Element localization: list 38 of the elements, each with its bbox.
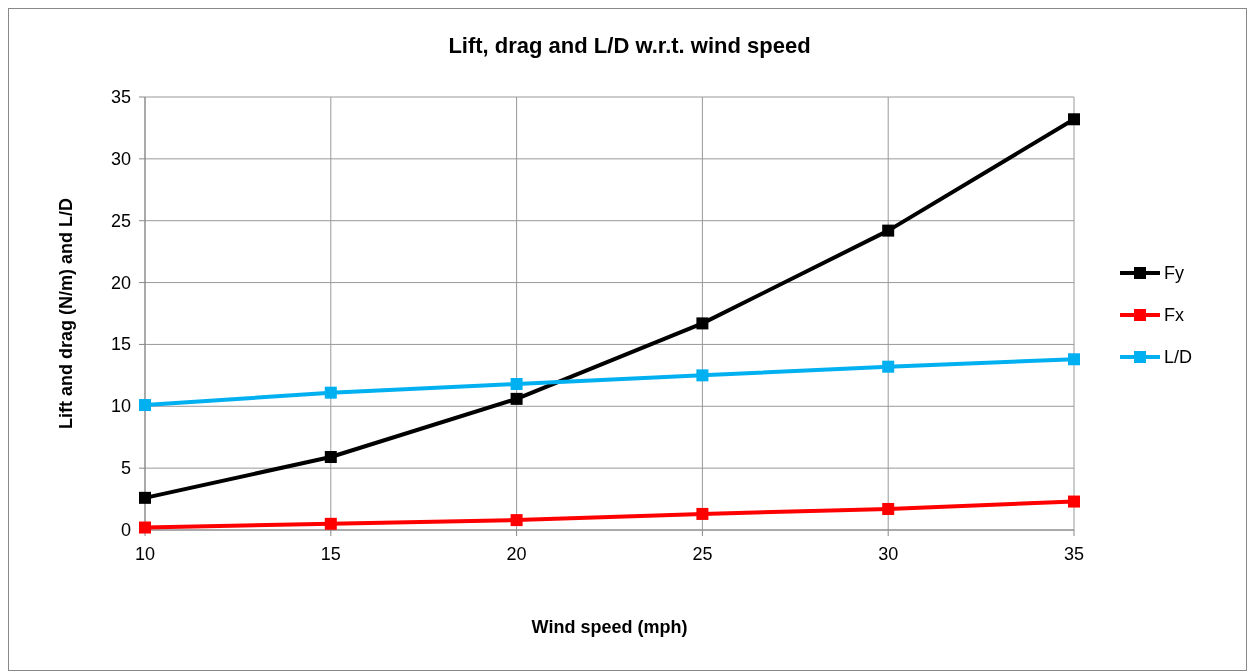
- point: [324, 386, 337, 399]
- point: [882, 360, 895, 373]
- y-tick-label: 0: [120, 520, 131, 540]
- y-tick-label: 35: [110, 87, 131, 107]
- legend-label: Fy: [1164, 263, 1184, 283]
- point: [510, 392, 523, 405]
- point: [1068, 353, 1080, 366]
- x-tick-label: 15: [320, 544, 341, 564]
- point: [324, 451, 337, 464]
- point: [139, 491, 151, 504]
- point: [1068, 113, 1080, 126]
- x-axis-title: Wind speed (mph): [531, 617, 688, 637]
- y-tick-label: 25: [110, 210, 131, 231]
- point: [139, 521, 151, 534]
- point: [696, 507, 709, 520]
- point: [696, 369, 709, 382]
- legend-label: L/D: [1164, 347, 1193, 367]
- x-tick-label: 35: [1063, 544, 1085, 564]
- x-tick-label: 10: [134, 544, 156, 564]
- point: [510, 378, 523, 391]
- x-tick-label: 25: [692, 544, 713, 564]
- x-tick-label: 20: [506, 544, 527, 564]
- chart-title: Lift, drag and L/D w.r.t. wind speed: [448, 33, 811, 58]
- point: [324, 517, 337, 530]
- point: [139, 399, 151, 412]
- y-tick-label: 5: [120, 458, 131, 479]
- point: [510, 514, 523, 527]
- x-tick-label: 30: [878, 544, 899, 564]
- y-tick-label: 30: [110, 148, 131, 169]
- y-tick-label: 15: [110, 334, 131, 355]
- y-tick-label: 10: [110, 396, 131, 417]
- point: [696, 317, 709, 330]
- point: [1068, 495, 1080, 508]
- y-axis-title: Lift and drag (N/m) and L/D: [56, 198, 76, 429]
- y-tick-label: 20: [110, 272, 131, 293]
- legend-label: Fx: [1164, 305, 1184, 325]
- point: [882, 502, 895, 515]
- point: [882, 224, 895, 237]
